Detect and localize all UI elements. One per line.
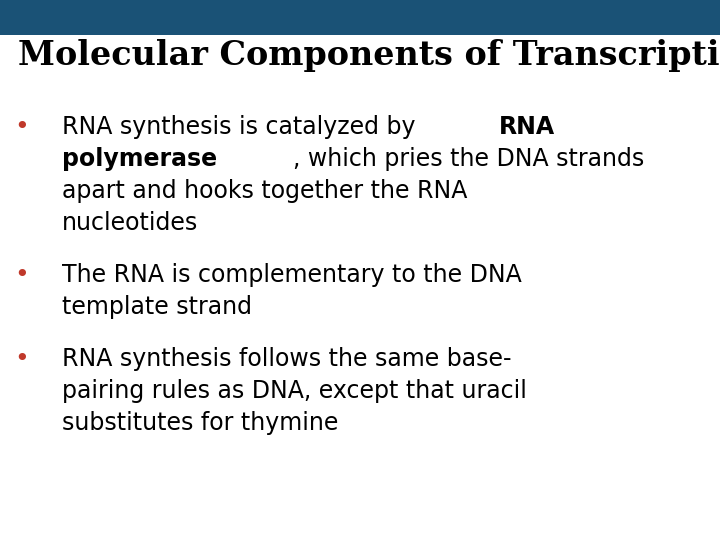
Text: •: •: [14, 263, 30, 287]
Text: The RNA is complementary to the DNA: The RNA is complementary to the DNA: [62, 263, 522, 287]
Text: substitutes for thymine: substitutes for thymine: [62, 411, 338, 435]
Text: RNA synthesis follows the same base-: RNA synthesis follows the same base-: [62, 347, 511, 371]
Text: polymerase: polymerase: [62, 147, 217, 171]
Text: template strand: template strand: [62, 295, 252, 319]
Text: •: •: [14, 115, 30, 139]
Text: Molecular Components of Transcription: Molecular Components of Transcription: [18, 38, 720, 71]
Text: nucleotides: nucleotides: [62, 211, 198, 235]
Text: •: •: [14, 347, 30, 371]
Text: RNA: RNA: [499, 115, 555, 139]
Text: apart and hooks together the RNA: apart and hooks together the RNA: [62, 179, 467, 203]
Text: pairing rules as DNA, except that uracil: pairing rules as DNA, except that uracil: [62, 379, 527, 403]
Bar: [0, 0, 720, 35]
Text: RNA synthesis is catalyzed by: RNA synthesis is catalyzed by: [62, 115, 423, 139]
Text: , which pries the DNA strands: , which pries the DNA strands: [293, 147, 644, 171]
